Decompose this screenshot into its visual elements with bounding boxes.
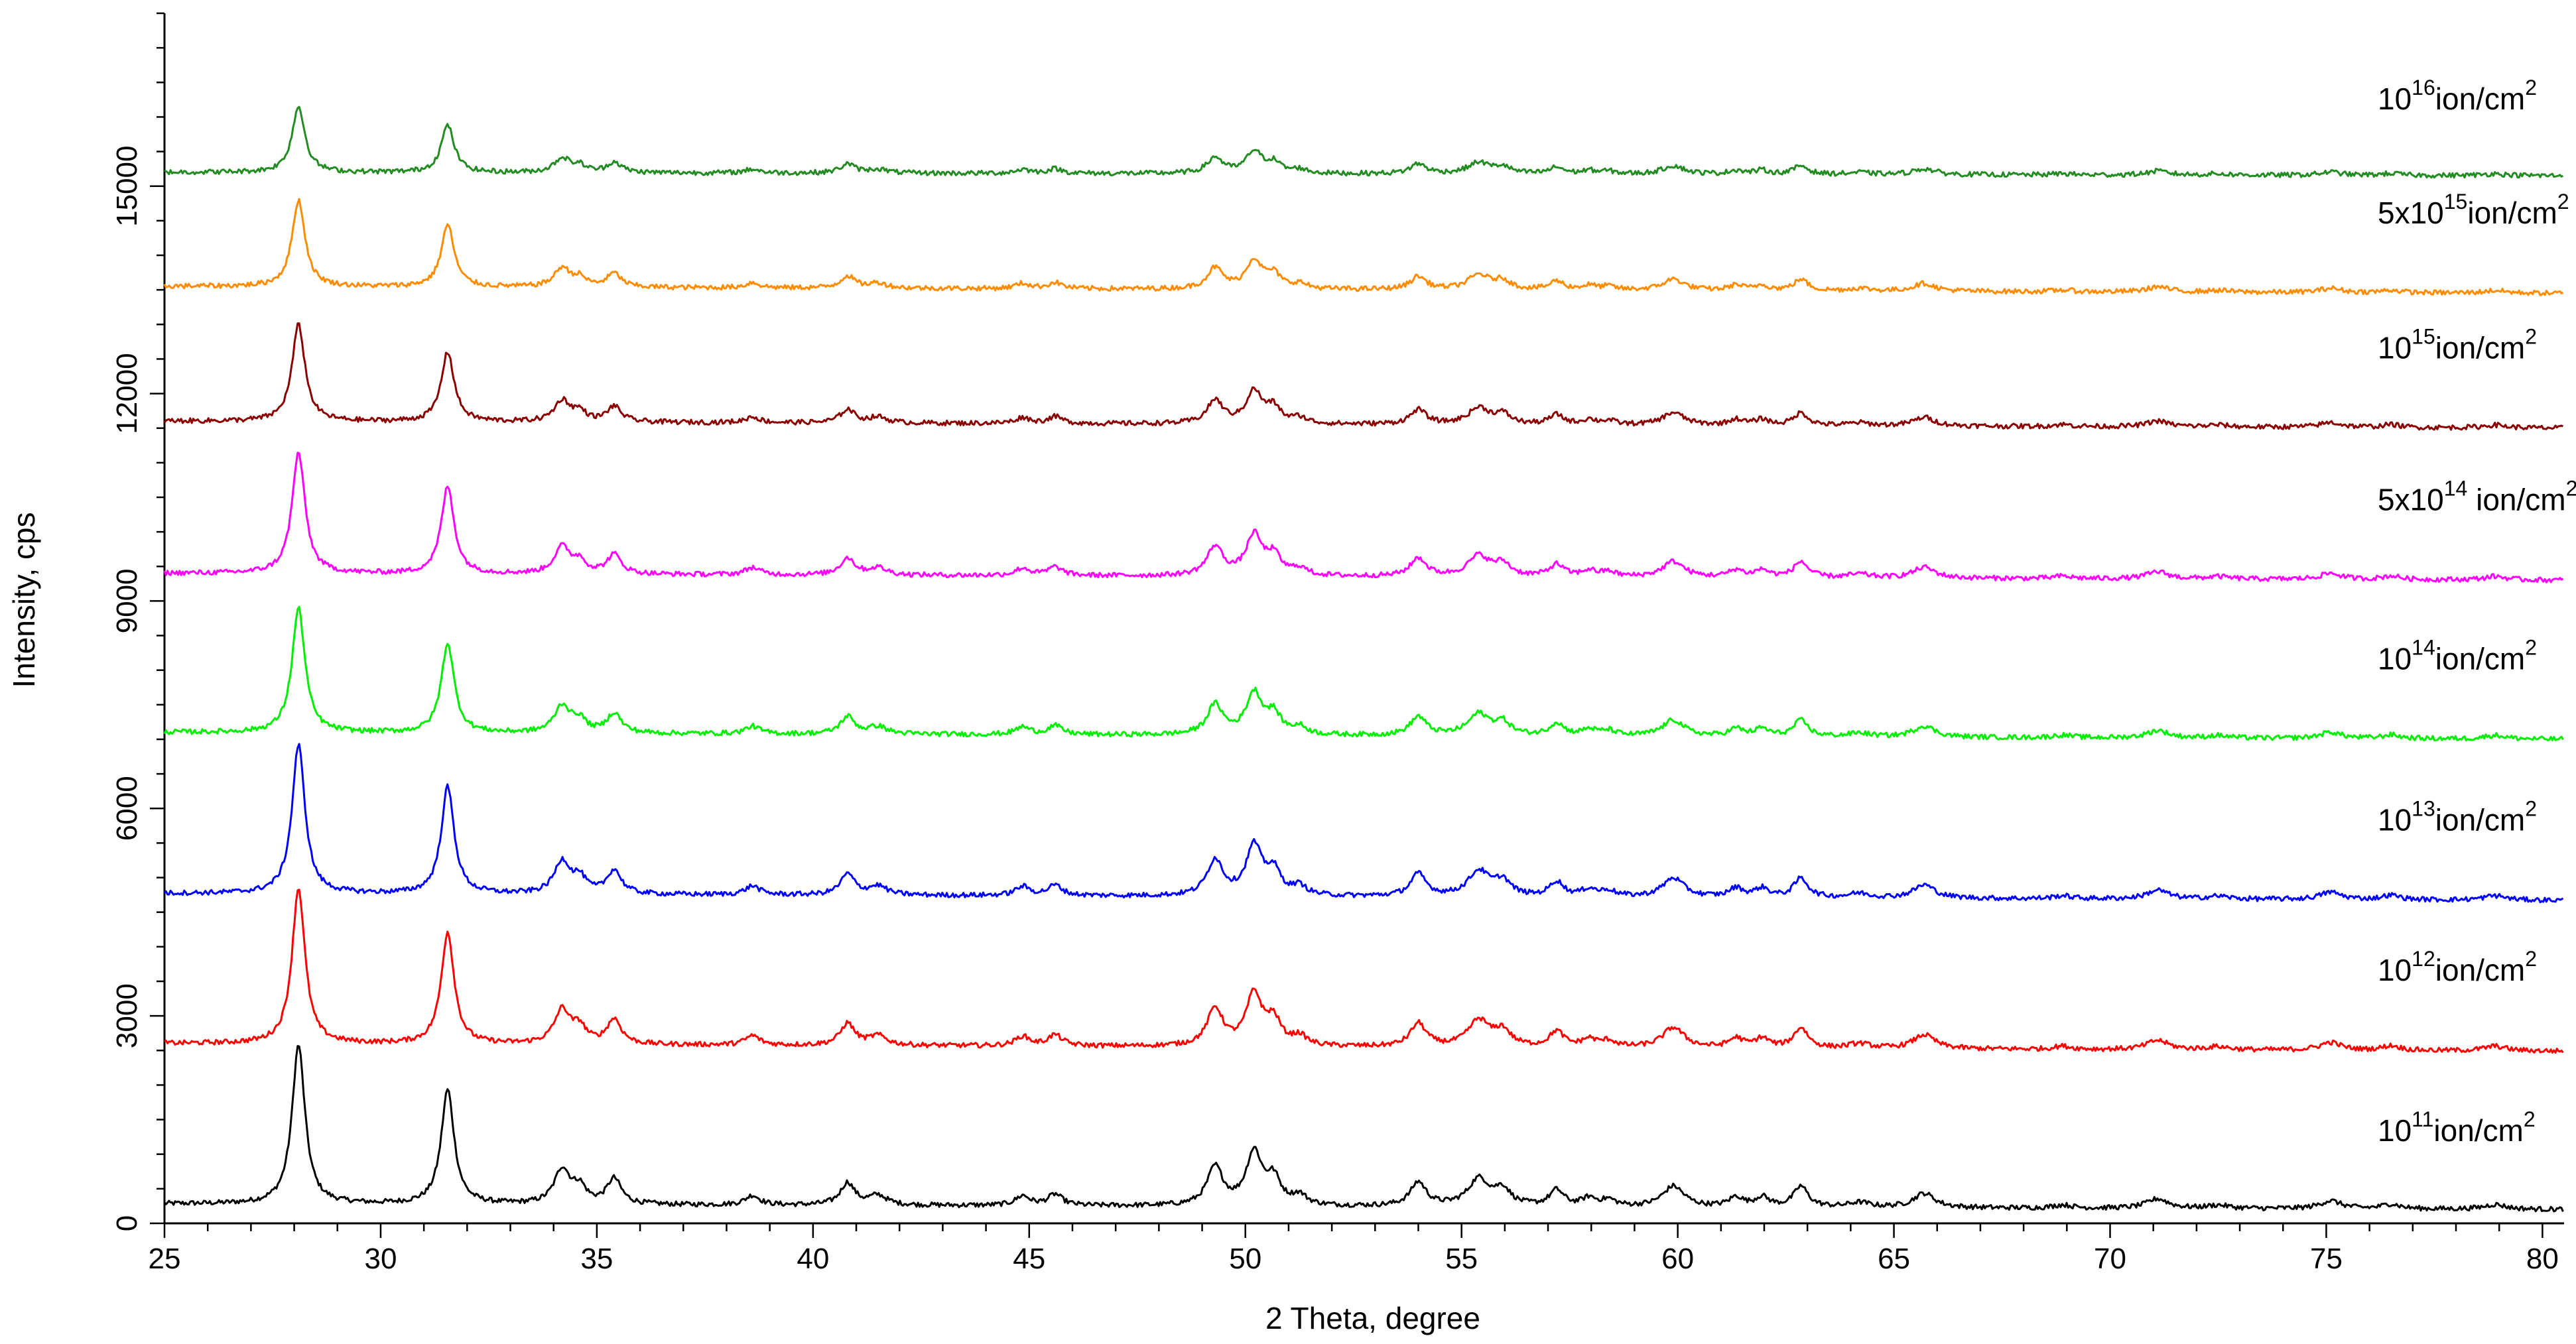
series-label-0: 1011ion/cm2 [2378,1107,2536,1148]
x-tick-label: 50 [1229,1243,1261,1275]
x-tick-label: 70 [2094,1243,2126,1275]
series-label-1: 1012ion/cm2 [2378,947,2537,987]
x-tick-label: 40 [797,1243,829,1275]
series-line-1 [164,888,2564,1054]
series-line-0 [163,1045,2564,1213]
series-label-6: 5x1015ion/cm2 [2378,190,2569,230]
y-tick-label: 9000 [111,568,143,633]
series-line-3 [163,605,2564,741]
y-tick-label: 12000 [111,353,143,434]
series-label-7: 1016ion/cm2 [2378,76,2537,116]
series-label-3: 1014ion/cm2 [2378,636,2537,676]
y-tick-label: 3000 [111,983,143,1048]
series-label-4: 5x1014 ion/cm2 [2378,477,2576,517]
x-tick-label: 55 [1445,1243,1478,1275]
x-tick-label: 35 [580,1243,613,1275]
y-axis-title: Intensity, cps [7,512,41,688]
axes: 25 30 35 40 45 50 55 60 65 70 75 80 0 3000 6000 9000 120… [111,12,2564,1275]
series-lines [163,105,2564,1213]
series-label-5: 1015ion/cm2 [2378,324,2537,365]
series-line-6 [163,198,2564,296]
x-tick-label: 60 [1661,1243,1694,1275]
series-line-5 [163,322,2563,431]
x-tick-label: 75 [2310,1243,2343,1275]
series-labels: 1011ion/cm2 1012ion/cm2 1013ion/cm2 1014ion… [2378,76,2576,1148]
x-tick-label: 25 [149,1243,181,1275]
y-tick-label: 0 [111,1215,143,1231]
series-line-4 [163,452,2564,583]
y-tick-label: 15000 [111,146,143,227]
x-axis-title: 2 Theta, degree [1265,1301,1480,1335]
y-tick-label: 6000 [111,776,143,841]
x-tick-label: 65 [1878,1243,1910,1275]
x-tick-label: 45 [1013,1243,1045,1275]
series-line-7 [164,105,2563,179]
x-tick-label: 80 [2526,1243,2559,1275]
series-line-2 [163,743,2564,904]
series-label-2: 1013ion/cm2 [2378,797,2537,837]
x-tick-label: 30 [364,1243,397,1275]
